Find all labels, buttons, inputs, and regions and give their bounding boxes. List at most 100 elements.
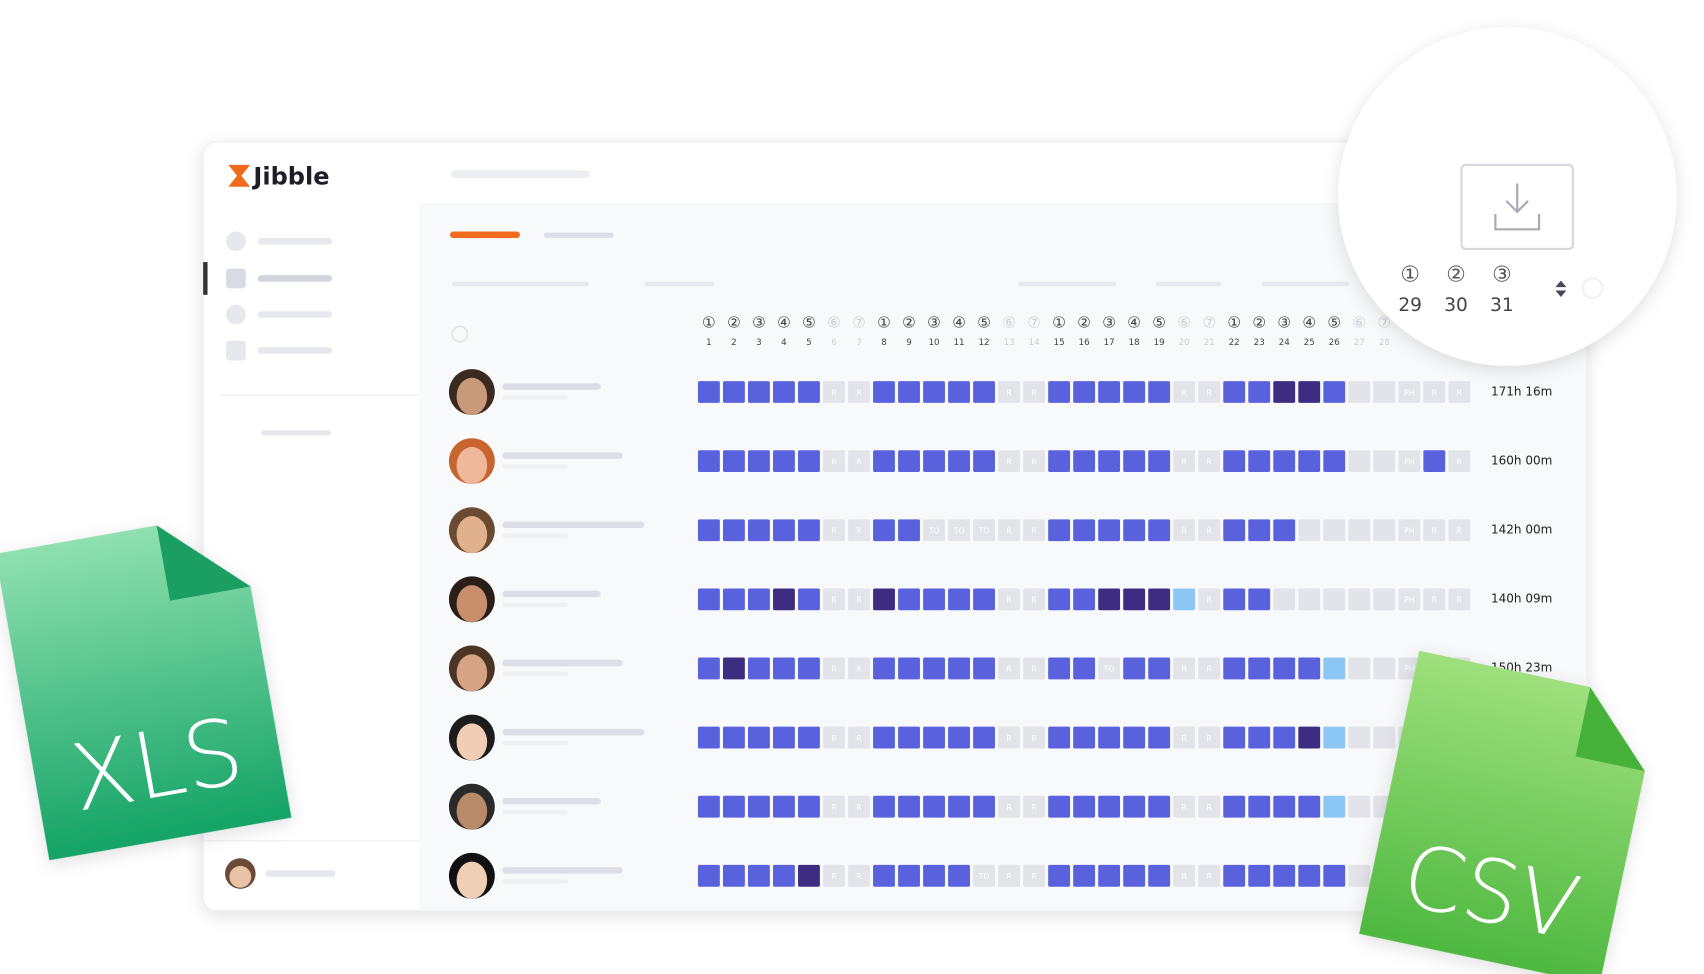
day-cell [1148, 795, 1171, 818]
weekday-mark: ③ [927, 314, 941, 332]
cell-label: R [1031, 596, 1037, 605]
cell-label: R [1006, 665, 1012, 674]
cell-label: R [1182, 388, 1188, 397]
xls-file-icon: XLS [0, 525, 292, 861]
day-cell [1048, 519, 1071, 542]
row-total: 171h 16m [1491, 384, 1552, 398]
day-cell [1348, 519, 1371, 542]
avatar [448, 369, 495, 415]
day-cell [1198, 795, 1221, 818]
day-cell [1398, 519, 1421, 542]
day-cell [1173, 657, 1196, 680]
day-cell [697, 795, 720, 818]
day-cell [1223, 588, 1246, 611]
day-cell [1348, 864, 1371, 887]
day-number: 26 [1329, 338, 1340, 348]
cell-label: R [831, 596, 837, 605]
day-cell [1348, 450, 1371, 473]
day-cell [798, 381, 820, 403]
cell-label: TO [978, 527, 990, 536]
day-cell [823, 588, 845, 611]
day-cell [1198, 450, 1221, 473]
day-cell [697, 588, 720, 611]
day-cell [948, 864, 970, 887]
cell-label: R [1006, 457, 1012, 466]
cell-label: R [831, 457, 837, 466]
day-number: 27 [1354, 338, 1365, 348]
day-cell [1073, 657, 1096, 680]
day-cell [873, 726, 895, 749]
day-cell [1323, 381, 1346, 403]
tab[interactable] [543, 232, 614, 239]
day-cell [1223, 726, 1246, 749]
day-cell [1048, 657, 1071, 680]
day-cell [923, 657, 945, 680]
avatar-face [456, 654, 488, 692]
weekday-mark: ③ [1102, 314, 1116, 332]
cell-label: R [1207, 527, 1213, 536]
day-cell [973, 519, 995, 542]
weekday-mark: ② [1252, 314, 1266, 332]
weekday-mark: ① [1052, 314, 1066, 332]
day-cell [923, 726, 945, 749]
day-cell [998, 381, 1020, 403]
avatar-face [456, 585, 488, 623]
avatar-face [456, 516, 488, 554]
cell-label: R [1432, 527, 1438, 536]
cell-label: R [1207, 872, 1213, 881]
day-cell [722, 450, 745, 473]
day-cell [1173, 588, 1196, 611]
weekday-mark: ② [1077, 314, 1091, 332]
day-cell [1148, 657, 1171, 680]
day-cell [873, 381, 895, 403]
day-cell [1123, 864, 1146, 887]
day-cell [898, 381, 920, 403]
cell-label: R [1031, 665, 1037, 674]
cell-label: R [1031, 457, 1037, 466]
day-number: 4 [781, 338, 787, 348]
day-cell [873, 588, 895, 611]
day-number: 23 [1254, 338, 1265, 348]
day-number: 7 [856, 338, 862, 348]
sort-icon[interactable] [1555, 280, 1567, 298]
avatar [448, 783, 495, 830]
weekday-mark: ④ [1127, 314, 1141, 332]
active-tab[interactable] [450, 231, 520, 239]
day-cell [1198, 381, 1221, 403]
cell-label: R [856, 596, 862, 605]
weekday-mark: ③ [752, 314, 766, 332]
day-cell [1348, 795, 1371, 818]
day-cell [898, 795, 920, 818]
day-cell [998, 450, 1020, 473]
day-cell [823, 450, 845, 473]
day-cell [1273, 588, 1296, 611]
day-number: 3 [756, 338, 762, 348]
cell-label: TO [953, 527, 965, 536]
avatar-face [456, 861, 488, 899]
weekday-mark: ⑦ [1377, 314, 1391, 332]
weekday-mark: ① [877, 314, 891, 332]
day-cell [948, 795, 970, 818]
day-cell [1223, 450, 1246, 473]
day-cell [748, 381, 770, 403]
day-cell [873, 519, 895, 542]
day-number: 8 [881, 338, 887, 348]
day-cell [1023, 726, 1046, 749]
day-cell [923, 864, 945, 887]
day-cell [873, 795, 895, 818]
day-cell [948, 381, 970, 403]
day-cell [1423, 381, 1446, 403]
cell-label: R [856, 803, 862, 812]
row-total: 142h 00m [1491, 523, 1552, 537]
day-cell [748, 519, 770, 542]
day-cell [1273, 657, 1296, 680]
day-cell [773, 864, 795, 887]
cell-label: R [856, 388, 862, 397]
weekday-mark: ⑤ [1327, 314, 1341, 332]
avatar-face [456, 792, 488, 830]
day-cell [1448, 450, 1471, 473]
day-cell [1098, 519, 1121, 542]
cell-label: R [1457, 388, 1463, 397]
day-cell [773, 726, 795, 749]
day-cell [748, 864, 770, 887]
